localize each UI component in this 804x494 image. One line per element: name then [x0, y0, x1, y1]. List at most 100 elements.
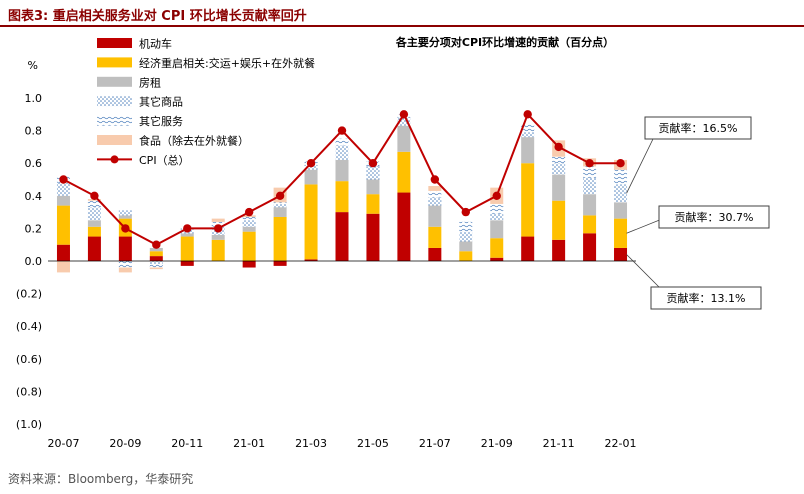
x-axis-ticks: 20-07 20-09 20-11 21-01 21-03 21-05 21-07 21-09…	[47, 437, 636, 450]
chart-title: 各主要分项对CPI环比增速的贡献（百分点）	[395, 35, 614, 49]
bar-segment	[180, 261, 194, 266]
bar-segment	[521, 236, 535, 261]
legend-item: 其它服务	[97, 114, 183, 128]
bar-segment	[397, 117, 411, 126]
bar-segment	[242, 231, 256, 261]
bar-segment	[614, 247, 628, 261]
cpi-point	[59, 175, 68, 184]
y-axis-unit: %	[28, 59, 38, 72]
bar-segment	[490, 238, 504, 258]
bar-segment	[118, 215, 132, 219]
title-divider	[0, 25, 804, 27]
legend-label: CPI（总）	[139, 153, 190, 167]
bar-segment	[273, 261, 287, 266]
bar-segment	[459, 231, 473, 242]
bar-segment	[490, 220, 504, 239]
annotation-callout: 贡献率：30.7%	[626, 205, 770, 234]
y-tick-label: 0.8	[25, 125, 43, 138]
legend-item: 房租	[97, 76, 161, 89]
bar-segment	[180, 233, 194, 237]
bar-segment	[149, 267, 163, 270]
legend-label: 食品（除去在外就餐）	[139, 134, 249, 148]
bar-segment	[118, 236, 132, 261]
legend-item: 其它商品	[97, 95, 183, 109]
bar-segment	[428, 197, 442, 206]
bar-segment	[211, 218, 225, 222]
annotation-box	[658, 205, 770, 229]
annotation-box	[644, 116, 752, 140]
bar-segment	[180, 236, 194, 261]
x-tick-label: 21-01	[233, 437, 265, 450]
y-tick-label: 0.2	[25, 222, 43, 235]
bar-segment	[366, 213, 380, 261]
legend-label: 经济重启相关:交运+娱乐+在外就餐	[139, 56, 315, 70]
bar-segment	[149, 261, 163, 265]
bar-segment	[118, 210, 132, 216]
bar-segment	[335, 159, 349, 182]
bar-segment	[335, 145, 349, 160]
bar-segment	[583, 194, 597, 216]
bar-segment	[304, 184, 318, 260]
legend-swatch	[97, 57, 132, 68]
legend-swatch	[97, 76, 132, 87]
bar-segment	[490, 213, 504, 221]
annotation-callout: 贡献率：16.5%	[626, 116, 752, 194]
bar-segment	[273, 202, 287, 204]
bar-segment	[521, 137, 535, 164]
bar-segment	[56, 261, 70, 273]
bar-segment	[242, 220, 256, 227]
legend-item: 经济重启相关:交运+娱乐+在外就餐	[97, 56, 315, 70]
bar-segment	[56, 182, 70, 196]
bar-segment	[397, 192, 411, 261]
bar-segment	[397, 151, 411, 193]
bar-segment	[149, 256, 163, 261]
x-tick-label: 21-07	[419, 437, 451, 450]
x-tick-label: 20-07	[47, 437, 79, 450]
bar-segment	[552, 239, 566, 261]
bar-segment	[552, 174, 566, 201]
bar-segment	[118, 267, 132, 273]
cpi-point	[306, 159, 316, 168]
bar-segment	[118, 261, 132, 268]
bar-segment	[304, 259, 318, 261]
bar-segment	[490, 257, 504, 261]
bar-segment	[490, 203, 504, 214]
bar-segment	[242, 226, 256, 232]
cpi-point	[492, 191, 501, 200]
legend-label: 房租	[139, 76, 161, 89]
bar-segment	[149, 264, 163, 268]
bar-segment	[614, 184, 628, 203]
legend-swatch	[97, 38, 132, 48]
bar-segment	[614, 202, 628, 219]
bar-segment	[428, 226, 442, 248]
bar-segment	[614, 218, 628, 248]
bar-segment	[87, 236, 101, 261]
cpi-point	[152, 240, 161, 249]
bar-segment	[552, 156, 566, 164]
bar-segment	[211, 239, 225, 261]
series-2	[56, 125, 628, 252]
bar-segment	[273, 216, 287, 261]
x-tick-label: 22-01	[605, 437, 637, 450]
bar-segment	[459, 251, 473, 261]
bar-segment	[552, 163, 566, 175]
figure-title: 图表3: 重启相关服务业对 CPI 环比增长贡献率回升	[8, 9, 307, 24]
legend-swatch	[97, 115, 132, 126]
bar-segment	[242, 261, 256, 268]
bar-segment	[552, 200, 566, 240]
bar-segment	[583, 215, 597, 234]
annotation-leader	[626, 138, 654, 194]
cpi-markers	[59, 110, 625, 249]
bar-segment	[366, 194, 380, 214]
y-axis-ticks: 1.0 0.8 0.6 0.4 0.2 0.0 (0.2) (0.4) (0.6) (0.8) (1…	[16, 92, 42, 431]
cpi-point	[121, 224, 130, 233]
legend-label: 其它服务	[139, 114, 183, 128]
legend-swatch	[97, 96, 132, 107]
bar-segment	[428, 186, 442, 191]
cpi-point	[399, 110, 409, 119]
legend-line-marker	[110, 155, 119, 164]
bar-segment	[583, 233, 597, 261]
bar-segment	[87, 200, 101, 208]
annotations: 贡献率：16.5% 贡献率：30.7% 贡献率：13.1%	[626, 116, 770, 310]
